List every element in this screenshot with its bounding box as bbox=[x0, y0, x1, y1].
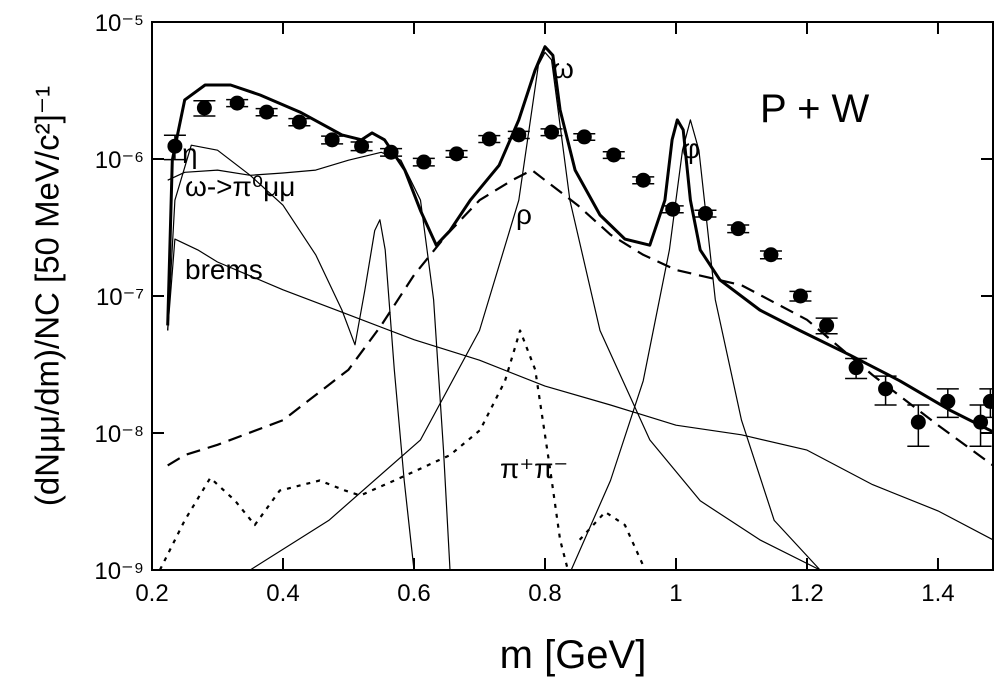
curves bbox=[158, 45, 993, 570]
data-point bbox=[229, 95, 245, 111]
data-point bbox=[940, 393, 956, 409]
data-point bbox=[383, 144, 399, 160]
y-tick-label: 10⁻⁸ bbox=[95, 421, 145, 448]
data-point bbox=[481, 131, 497, 147]
x-tick-label: 0.6 bbox=[397, 580, 430, 607]
data-point bbox=[291, 114, 307, 130]
series-label: ω->π⁰μμ bbox=[185, 171, 295, 202]
x-tick-label: 1.2 bbox=[790, 580, 823, 607]
series-line bbox=[167, 151, 451, 570]
y-tick-label: 10⁻⁶ bbox=[95, 147, 144, 174]
data-point bbox=[910, 414, 926, 430]
series-line bbox=[166, 45, 993, 434]
x-tick-label: 0.8 bbox=[528, 580, 561, 607]
data-point bbox=[576, 129, 592, 145]
data-point bbox=[259, 104, 275, 120]
y-tick-label: 10⁻⁵ bbox=[95, 10, 144, 37]
series-line bbox=[167, 144, 415, 570]
x-tick-label: 0.2 bbox=[135, 580, 168, 607]
y-axis-label: (dNμμ/dm)/NC [50 MeV/c²]⁻¹ bbox=[29, 86, 66, 506]
series-label: ρ bbox=[516, 199, 532, 230]
data-point bbox=[196, 100, 212, 116]
data-point bbox=[324, 132, 340, 148]
data-point bbox=[416, 154, 432, 170]
x-tick-label: 0.4 bbox=[266, 580, 299, 607]
data-point bbox=[665, 201, 681, 217]
data-point bbox=[606, 147, 622, 163]
data-point bbox=[511, 127, 527, 143]
data-point bbox=[878, 381, 894, 397]
data-point bbox=[848, 360, 864, 376]
series-label: brems bbox=[185, 254, 263, 285]
data-point bbox=[819, 317, 835, 333]
data-point bbox=[449, 146, 465, 162]
data-point bbox=[354, 138, 370, 154]
series-line bbox=[158, 329, 647, 570]
series-line bbox=[167, 169, 993, 467]
data-point bbox=[544, 124, 560, 140]
data-point bbox=[167, 138, 183, 154]
data-point bbox=[982, 393, 993, 409]
x-tick-label: 1 bbox=[669, 580, 682, 607]
annotation: P + W bbox=[760, 87, 870, 131]
series-label: ω bbox=[552, 53, 574, 84]
data-point bbox=[792, 288, 808, 304]
x-axis-label: m [GeV] bbox=[500, 633, 647, 677]
y-tick-label: 10⁻⁷ bbox=[96, 284, 144, 311]
data-point bbox=[635, 172, 651, 188]
series-label: φ bbox=[682, 133, 700, 164]
data-point bbox=[763, 247, 779, 263]
data-point bbox=[730, 221, 746, 237]
data-point bbox=[973, 414, 989, 430]
series-label: π⁺π⁻ bbox=[500, 453, 568, 484]
data-point bbox=[697, 206, 713, 222]
x-tick-label: 1.4 bbox=[921, 580, 954, 607]
y-tick-label: 10⁻⁹ bbox=[94, 558, 144, 585]
series-label: η bbox=[182, 138, 198, 169]
series-line bbox=[167, 238, 993, 541]
series-line bbox=[570, 119, 821, 570]
series-line bbox=[249, 51, 821, 570]
